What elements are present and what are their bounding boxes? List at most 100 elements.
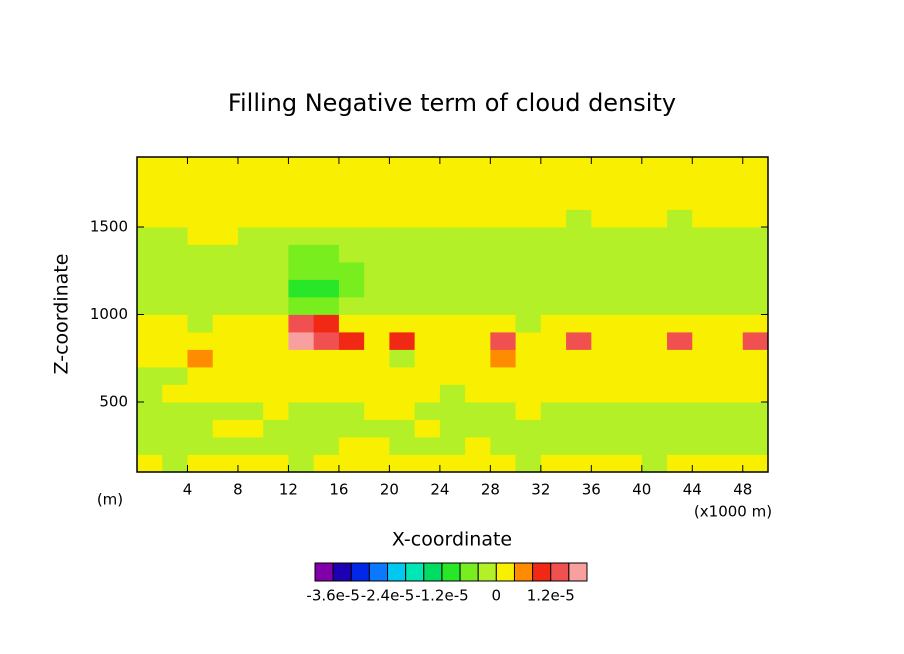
contour-cell <box>162 349 188 368</box>
contour-cell <box>616 209 643 228</box>
contour-cell <box>364 157 390 175</box>
contour-cell <box>338 227 365 245</box>
contour-cell <box>742 437 769 455</box>
contour-cell <box>591 262 617 280</box>
contour-cell <box>490 192 516 210</box>
contour-cell <box>389 262 416 280</box>
contour-cell <box>137 384 163 403</box>
contour-cell <box>212 437 239 455</box>
contour-cell <box>237 332 264 350</box>
contour-cell <box>237 384 264 403</box>
contour-cell <box>389 437 416 455</box>
contour-cell <box>313 174 340 193</box>
contour-cell <box>212 314 239 333</box>
contour-cell <box>212 227 239 245</box>
contour-cell <box>288 314 315 333</box>
contour-cell <box>566 419 592 438</box>
contour-cell <box>288 157 315 175</box>
contour-cell <box>364 349 390 368</box>
contour-cell <box>162 402 188 420</box>
contour-cell <box>338 419 365 438</box>
contour-cell <box>263 419 289 438</box>
contour-cell <box>237 157 264 175</box>
contour-cell <box>263 437 289 455</box>
contour-cell <box>137 402 163 420</box>
colorbar-box <box>368 562 389 582</box>
colorbar-box <box>332 562 352 582</box>
contour-cell <box>162 437 188 455</box>
contour-cell <box>237 349 264 368</box>
contour-cell <box>616 314 643 333</box>
colorbar-box <box>495 562 515 582</box>
contour-cell <box>439 367 466 385</box>
contour-cell <box>439 174 466 193</box>
contour-cell <box>566 384 592 403</box>
contour-cell <box>540 227 567 245</box>
contour-cell <box>439 437 466 455</box>
contour-cell <box>137 174 163 193</box>
contour-cell <box>364 227 390 245</box>
colorbar-label: 1.2e-5 <box>527 587 575 605</box>
contour-cell <box>515 227 542 245</box>
contour-cell <box>338 192 365 210</box>
contour-cell <box>212 402 239 420</box>
contour-cell <box>591 227 617 245</box>
contour-cell <box>414 367 441 385</box>
contour-cell <box>490 297 516 315</box>
contour-cell <box>212 192 239 210</box>
contour-cell <box>162 297 188 315</box>
contour-cell <box>515 314 542 333</box>
contour-cell <box>137 262 163 280</box>
contour-cell <box>313 402 340 420</box>
contour-cell <box>540 367 567 385</box>
contour-cell <box>566 209 592 228</box>
contour-cell <box>465 297 491 315</box>
contour-cell <box>212 157 239 175</box>
contour-cell <box>717 244 744 263</box>
contour-cell <box>212 332 239 350</box>
contour-cell <box>616 419 643 438</box>
contour-cell <box>389 244 416 263</box>
contour-cell <box>667 349 693 368</box>
contour-cell <box>616 174 643 193</box>
contour-cell <box>667 384 693 403</box>
contour-cell <box>212 209 239 228</box>
contour-cell <box>566 174 592 193</box>
contour-cell <box>237 244 264 263</box>
contour-cell <box>338 279 365 298</box>
contour-cell <box>591 192 617 210</box>
contour-cell <box>591 419 617 438</box>
x-tick-label: 4 <box>183 481 193 499</box>
contour-cell <box>389 314 416 333</box>
contour-cell <box>515 384 542 403</box>
contour-cell <box>313 332 340 350</box>
contour-cell <box>742 367 769 385</box>
contour-cell <box>692 279 718 298</box>
colorbar-label: -2.4e-5 <box>361 587 414 605</box>
contour-cell <box>313 262 340 280</box>
contour-cell <box>591 367 617 385</box>
contour-cell <box>338 297 365 315</box>
contour-cell <box>263 227 289 245</box>
contour-cell <box>162 262 188 280</box>
contour-cell <box>591 349 617 368</box>
contour-cell <box>162 157 188 175</box>
contour-cell <box>742 349 769 368</box>
contour-cell <box>212 419 239 438</box>
contour-cell <box>338 332 365 350</box>
contour-cell <box>540 349 567 368</box>
contour-cell <box>137 419 163 438</box>
contour-cell <box>439 297 466 315</box>
x-tick-label: 12 <box>279 481 298 499</box>
contour-cell <box>616 349 643 368</box>
contour-cell <box>616 244 643 263</box>
contour-cell <box>389 349 416 368</box>
contour-cell <box>616 192 643 210</box>
contour-cell <box>212 297 239 315</box>
contour-cell <box>338 454 365 473</box>
contour-cell <box>641 279 668 298</box>
contour-cell <box>389 227 416 245</box>
contour-cell <box>641 384 668 403</box>
contour-cell <box>465 349 491 368</box>
contour-cell <box>187 332 214 350</box>
